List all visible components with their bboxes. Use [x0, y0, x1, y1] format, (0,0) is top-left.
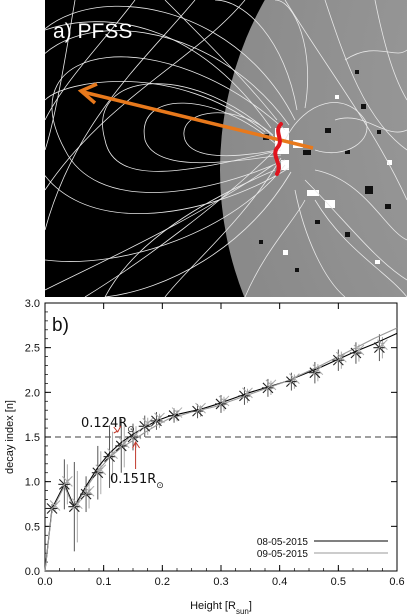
- marker-stroke-secondary: [289, 373, 300, 384]
- marker-stroke-secondary: [171, 407, 183, 418]
- marker-stroke-secondary: [312, 364, 324, 376]
- data-point: [80, 485, 95, 500]
- pfss-image: a) PFSS: [45, 0, 407, 297]
- legend-label-1: 08-05-2015: [257, 537, 309, 548]
- x-tick-label: 0.4: [272, 576, 287, 588]
- eruption-direction-arrow: [77, 82, 314, 150]
- annotation-0124-symbol: ⊙: [127, 425, 135, 435]
- data-point: [261, 379, 277, 394]
- solar-disk: [220, 0, 407, 297]
- data-point: [168, 407, 183, 421]
- data-point: [115, 437, 130, 452]
- series-line-1: [44, 332, 398, 572]
- marker-stroke-secondary: [335, 351, 347, 363]
- data-point: [285, 373, 300, 388]
- marker-stroke-secondary: [62, 475, 73, 487]
- y-tick-label: 0.0: [25, 566, 40, 578]
- x-tick-label: 0.3: [213, 576, 228, 588]
- marker-stroke-secondary: [265, 379, 277, 391]
- marker-stroke-secondary: [107, 448, 118, 460]
- y-axis-label: decay index [n]: [4, 400, 16, 474]
- data-point: [150, 412, 165, 427]
- marker-stroke-secondary: [95, 464, 107, 476]
- marker-stroke-secondary: [49, 500, 61, 511]
- annotation-0124-value: 0.124R: [81, 416, 127, 431]
- marker-stroke-secondary: [130, 428, 142, 440]
- data-point: [127, 428, 142, 443]
- x-tick-label: 0.5: [331, 576, 346, 588]
- y-tick-label: 2.5: [25, 343, 40, 355]
- annotation-0151-symbol: ⊙: [156, 481, 164, 491]
- decay-index-chart: 0.0 0.1 0.2 0.3 0.4 0.5 0.6 0.0 0.5 1.0 1.5 2.0 2.5 3…: [4, 298, 405, 616]
- x-tick-label: 0.1: [96, 576, 111, 588]
- marker-stroke-secondary: [142, 417, 154, 429]
- data-point: [103, 448, 118, 463]
- x-tick-label: 0.0: [37, 576, 52, 588]
- marker-stroke-secondary: [71, 498, 83, 510]
- data-point: [332, 351, 347, 366]
- marker-stroke-secondary: [154, 412, 165, 424]
- x-axis-label-main: Height [R: [190, 600, 236, 612]
- annotation-0151-value: 0.151R: [110, 472, 156, 487]
- data-point: [215, 395, 230, 410]
- data-point: [68, 498, 83, 513]
- data-markers: [46, 339, 388, 514]
- series-lines: [44, 327, 398, 572]
- field-lines: [45, 0, 407, 297]
- marker-stroke-secondary: [218, 395, 230, 407]
- data-point: [308, 364, 324, 379]
- data-point: [46, 500, 61, 514]
- y-tick-label: 1.5: [25, 432, 40, 444]
- marker-stroke-secondary: [242, 387, 253, 399]
- x-tick-label: 0.2: [155, 576, 170, 588]
- series-line-2: [44, 327, 398, 572]
- marker-stroke-secondary: [353, 344, 365, 356]
- panel-b-label: b): [52, 315, 69, 336]
- data-point: [373, 339, 388, 354]
- y-tick-label: 0.5: [25, 521, 40, 533]
- x-axis-label-close: ]: [249, 600, 252, 612]
- x-axis-label-sub: sun: [236, 607, 249, 616]
- y-tick-label: 2.0: [25, 387, 40, 399]
- x-axis-label: Height [Rsun]: [190, 600, 252, 616]
- data-point: [238, 387, 253, 402]
- marker-stroke-secondary: [118, 437, 130, 449]
- marker-stroke-secondary: [83, 485, 95, 497]
- data-point: [91, 464, 107, 479]
- annotation-0124-arrowhead: [113, 425, 122, 433]
- annotations: 0.124R⊙0.151R⊙: [81, 416, 164, 491]
- annotation-0151: 0.151R⊙: [110, 472, 164, 491]
- panel-a-label: a) PFSS: [53, 20, 132, 43]
- data-point: [349, 344, 365, 359]
- data-point: [191, 402, 206, 417]
- y-tick-label: 3.0: [25, 298, 40, 310]
- tick-labels: 0.0 0.1 0.2 0.3 0.4 0.5 0.6 0.0 0.5 1.0 1.5 2.0 2.5 3…: [25, 298, 405, 588]
- annotation-0151-arrowhead: [132, 441, 141, 449]
- annotation-0124: 0.124R⊙: [81, 416, 135, 435]
- data-point: [138, 417, 154, 432]
- y-tick-label: 1.0: [25, 477, 40, 489]
- x-tick-label: 0.6: [389, 576, 404, 588]
- marker-stroke-secondary: [195, 402, 206, 414]
- marker-stroke-secondary: [377, 339, 388, 351]
- filament: [273, 122, 283, 176]
- error-bars: [51, 334, 383, 552]
- data-point: [58, 475, 73, 490]
- legend-label-2: 09-05-2015: [257, 549, 309, 560]
